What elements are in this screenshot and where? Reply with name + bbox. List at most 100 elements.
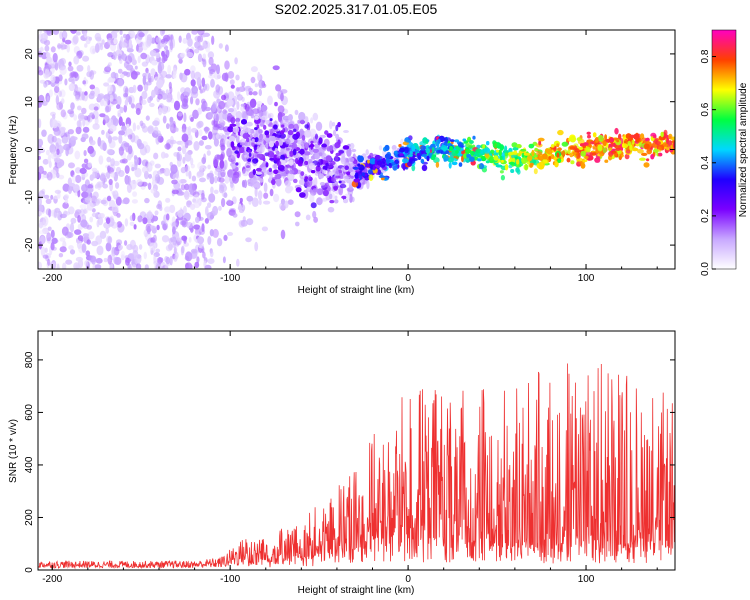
spectrogram-cell — [135, 107, 141, 116]
spectrogram-cell — [604, 134, 607, 141]
spectrogram-cell — [92, 198, 100, 206]
spectrogram-cell — [570, 160, 575, 165]
spectrogram-cell — [391, 144, 397, 151]
spectrogram-cell — [209, 68, 215, 75]
spectrogram-cell — [236, 258, 240, 267]
spectrogram-cells — [38, 30, 675, 269]
spectrogram-cell — [57, 44, 63, 49]
spectrogram-cell — [147, 182, 152, 190]
spectrogram-cell — [39, 204, 44, 212]
spectrogram-cell — [426, 155, 430, 162]
spectrogram-cell — [75, 126, 82, 135]
spectrogram-cell — [121, 199, 126, 204]
spectrogram-cell — [59, 237, 66, 242]
spectrogram-cell — [54, 189, 62, 194]
colorbar: 0.0 0.2 0.4 0.6 0.8 Normalized spectral ampl… — [700, 29, 749, 276]
spectrogram-cell — [455, 156, 459, 160]
spectrogram-cell — [164, 153, 169, 158]
spectrogram-cell — [108, 178, 113, 186]
spectrogram-x-tick-label: 0 — [405, 273, 411, 284]
spectrogram-cell — [73, 262, 80, 269]
spectrogram-cell — [132, 212, 136, 222]
spectrogram-cell — [234, 57, 238, 65]
spectrogram-cell — [42, 158, 49, 165]
spectrogram-cell — [285, 147, 290, 151]
spectrogram-cell — [652, 134, 657, 139]
spectrogram-cell — [162, 223, 167, 231]
spectrogram-cell — [490, 149, 495, 154]
spectrogram-cell — [287, 199, 294, 205]
spectrogram-cell — [293, 178, 298, 184]
spectrogram-cell — [275, 84, 282, 92]
snr-y-ticks: 0 200 400 600 800 — [24, 351, 675, 573]
spectrogram-cell — [118, 116, 123, 127]
spectrogram-cell — [165, 89, 169, 95]
spectrogram-cell — [184, 190, 190, 200]
spectrogram-cell — [125, 258, 132, 264]
spectrogram-cell — [197, 53, 203, 63]
spectrogram-cell — [582, 159, 588, 163]
spectrogram-cell — [60, 64, 64, 70]
spectrogram-cell — [292, 148, 297, 156]
spectrogram-cell — [204, 106, 212, 112]
spectrogram-cell — [201, 135, 208, 141]
spectrogram-cell — [104, 105, 110, 113]
spectrogram-cell — [39, 79, 46, 84]
spectrogram-cell — [254, 127, 258, 131]
spectrogram-cell — [322, 165, 328, 171]
spectrogram-cell — [81, 243, 87, 253]
spectrogram-cell — [168, 81, 172, 89]
spectrogram-cell — [597, 134, 604, 142]
spectrogram-cell — [62, 262, 67, 269]
spectrogram-cell — [631, 139, 635, 145]
spectrogram-cell — [58, 174, 65, 180]
spectrogram-cell — [191, 30, 198, 35]
spectrogram-cell — [235, 117, 241, 123]
spectrogram-cell — [468, 156, 475, 162]
spectrogram-cell — [177, 112, 183, 117]
spectrogram-cell — [111, 136, 119, 141]
spectrogram-cell — [242, 132, 249, 139]
spectrogram-cell — [156, 261, 162, 266]
spectrogram-cell — [185, 171, 189, 177]
spectrogram-cell — [578, 146, 584, 150]
spectrogram-cell — [431, 147, 435, 153]
spectrogram-cell — [67, 109, 74, 115]
spectrogram-cell — [331, 176, 335, 182]
spectrogram-cell — [404, 147, 409, 154]
spectrogram-cell — [275, 140, 279, 147]
spectrogram-cell — [63, 194, 69, 200]
spectrogram-cell — [269, 118, 273, 121]
spectrogram-cell — [137, 40, 145, 48]
spectrogram-cell — [194, 41, 201, 49]
spectrogram-cell — [445, 150, 450, 154]
spectrogram-cell — [254, 115, 259, 121]
spectrogram-cell — [204, 218, 209, 224]
spectrogram-cell — [304, 181, 310, 187]
spectrogram-cell — [137, 84, 143, 92]
spectrogram-cell — [304, 160, 309, 166]
spectrogram-cell — [194, 48, 200, 54]
spectrogram-cell — [495, 164, 503, 168]
spectrogram-cell — [74, 229, 82, 235]
spectrogram-cell — [189, 189, 193, 195]
spectrogram-cell — [197, 30, 205, 36]
spectrogram-cell — [87, 162, 93, 168]
spectrogram-cell — [224, 175, 230, 184]
spectrogram-cell — [50, 111, 56, 117]
spectrogram-cell — [116, 221, 123, 228]
spectrogram-cell — [38, 102, 42, 108]
spectrogram-cell — [521, 157, 527, 164]
spectrogram-cell — [50, 229, 55, 239]
spectrogram-cell — [145, 81, 152, 86]
spectrogram-cell — [597, 145, 603, 152]
spectrogram-cell — [41, 129, 47, 137]
spectrogram-cell — [343, 130, 349, 133]
spectrogram-cell — [414, 149, 420, 153]
spectrogram-cell — [318, 137, 323, 145]
spectrogram-cell — [611, 150, 617, 154]
spectrogram-cell — [206, 212, 214, 221]
spectrogram-cell — [420, 145, 426, 151]
spectrogram-cell — [292, 128, 297, 133]
spectrogram-cell — [116, 78, 125, 87]
